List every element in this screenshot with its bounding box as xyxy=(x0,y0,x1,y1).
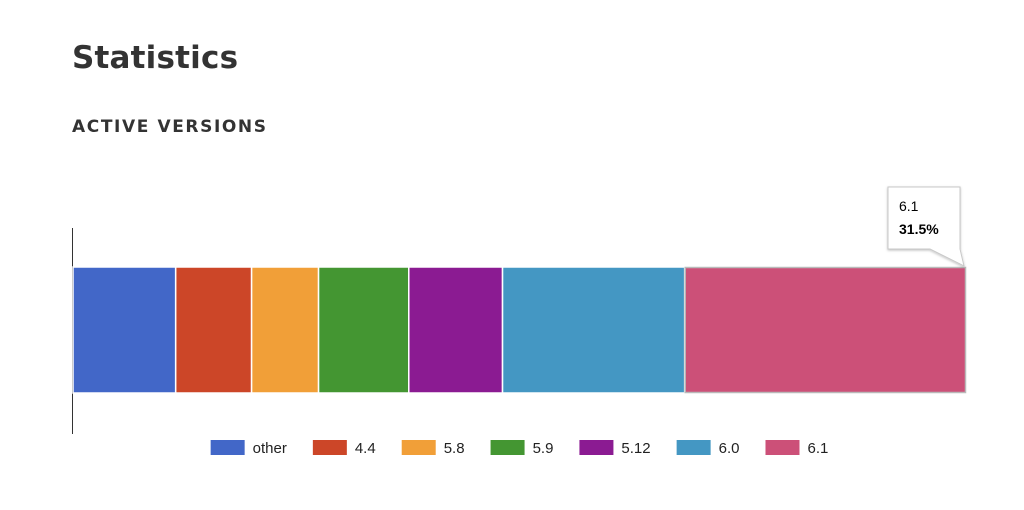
page-title: Statistics xyxy=(72,40,239,76)
bar-segment-5-8[interactable] xyxy=(250,266,320,394)
legend-item-6-0[interactable]: 6.0 xyxy=(676,440,740,457)
legend-swatch xyxy=(210,440,245,455)
bar-segment-other[interactable] xyxy=(72,266,177,394)
legend: other 4.4 5.8 5.9 5.12 6.0 6.1 xyxy=(210,440,828,457)
legend-item-6-1[interactable]: 6.1 xyxy=(765,440,828,457)
legend-label: 5.12 xyxy=(621,440,650,457)
legend-swatch xyxy=(579,440,614,455)
legend-label: 6.0 xyxy=(719,440,740,457)
bar-segment-5-12[interactable] xyxy=(408,266,504,394)
legend-item-5-12[interactable]: 5.12 xyxy=(579,440,651,457)
tooltip-value: 31.5% xyxy=(899,221,939,237)
bar-segment-highlight xyxy=(684,266,967,394)
legend-swatch xyxy=(312,440,347,455)
legend-swatch xyxy=(490,440,525,455)
tooltip-series-label: 6.1 xyxy=(899,198,919,214)
legend-item-5-9[interactable]: 5.9 xyxy=(490,440,554,457)
legend-swatch xyxy=(676,440,711,455)
bar-segment-6-1[interactable] xyxy=(683,266,967,394)
legend-label: 5.9 xyxy=(533,440,554,457)
tooltip: 6.1 31.5% xyxy=(887,186,965,267)
legend-item-5-8[interactable]: 5.8 xyxy=(401,440,465,457)
tooltip-box xyxy=(887,186,965,267)
section-title: ACTIVE VERSIONS xyxy=(72,117,268,137)
legend-label: 4.4 xyxy=(355,440,376,457)
legend-label: other xyxy=(253,440,287,457)
legend-item-4-4[interactable]: 4.4 xyxy=(312,440,376,457)
legend-swatch xyxy=(765,440,800,455)
bar-segments xyxy=(72,266,967,394)
bar-segment-4-4[interactable] xyxy=(174,266,253,394)
bar-segment-6-0[interactable] xyxy=(501,266,686,394)
legend-item-other[interactable]: other xyxy=(210,440,287,457)
legend-label: 6.1 xyxy=(807,440,828,457)
bar-segment-5-9[interactable] xyxy=(317,266,410,394)
legend-label: 5.8 xyxy=(444,440,465,457)
legend-swatch xyxy=(401,440,436,455)
